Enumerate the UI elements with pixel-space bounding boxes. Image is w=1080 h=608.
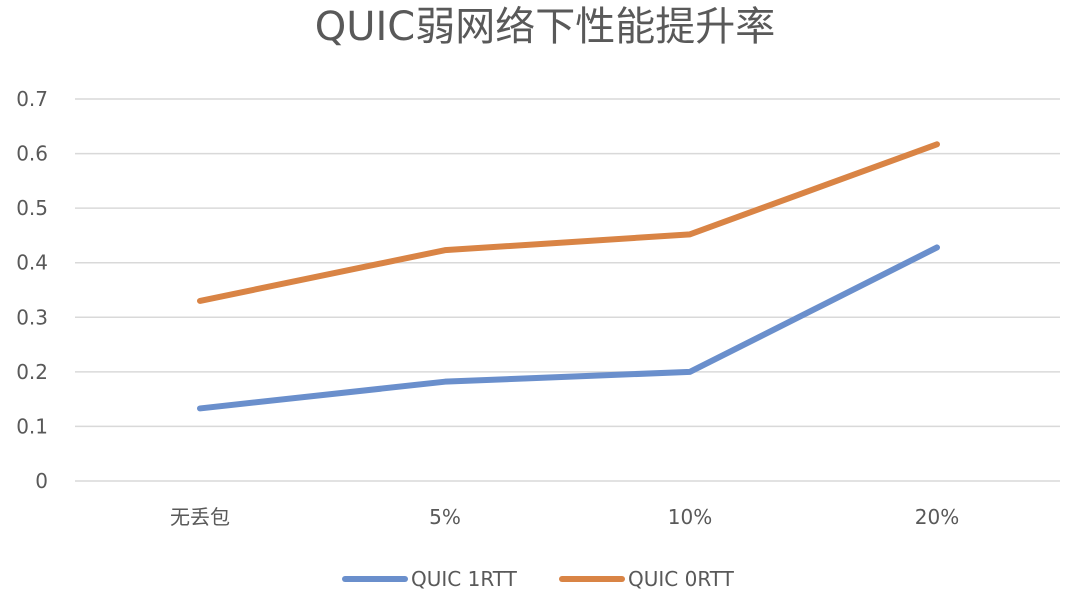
series-1 [197,244,940,412]
series-lines [197,141,940,412]
legend-item: QUIC 1RTT [342,567,518,591]
legend-label: QUIC 1RTT [411,567,518,591]
series-line [197,141,940,304]
series-line [197,244,940,412]
x-tick-label: 5% [429,505,461,529]
series-2 [197,141,940,304]
gridlines [75,98,1060,482]
legend: QUIC 1RTT QUIC 0RTT [342,567,735,591]
x-tick-label: 20% [915,505,959,529]
y-tick-label: 0.5 [16,196,48,220]
y-tick-label: 0.1 [16,414,48,438]
x-axis-tick-labels: 无丢包 5% 10% 20% [170,505,959,529]
y-tick-label: 0 [35,469,48,493]
y-tick-label: 0.4 [16,251,48,275]
y-tick-label: 0.2 [16,360,48,384]
y-tick-label: 0.3 [16,305,48,329]
chart-title: QUIC弱网络下性能提升率 [315,4,776,50]
x-tick-label: 10% [668,505,712,529]
y-tick-label: 0.7 [16,87,48,111]
y-tick-label: 0.6 [16,142,48,166]
legend-item: QUIC 0RTT [559,567,735,591]
x-tick-label: 无丢包 [170,505,230,529]
legend-label: QUIC 0RTT [628,567,735,591]
y-axis-tick-labels: 0 0.1 0.2 0.3 0.4 0.5 0.6 0.7 [16,87,48,493]
